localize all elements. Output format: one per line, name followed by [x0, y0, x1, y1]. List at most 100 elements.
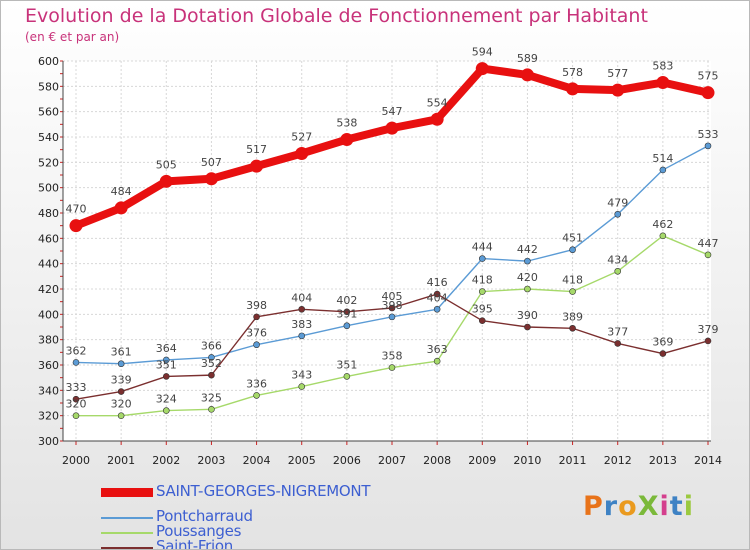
data-point — [614, 210, 622, 218]
data-label: 364 — [156, 342, 177, 355]
data-point — [433, 290, 441, 298]
legend-label: Saint-Frion — [156, 537, 233, 550]
data-point — [614, 340, 622, 347]
data-point — [162, 407, 170, 414]
data-label: 377 — [607, 325, 628, 338]
legend-label: Pontcharraud — [156, 507, 253, 525]
data-label: 594 — [472, 46, 493, 59]
data-label: 363 — [427, 343, 448, 356]
data-label: 379 — [698, 323, 719, 336]
data-point — [659, 350, 667, 357]
data-point — [524, 285, 531, 293]
data-point — [340, 133, 354, 147]
x-tick-label: 2010 — [513, 454, 541, 467]
data-point — [656, 76, 670, 90]
legend-swatch — [101, 488, 153, 497]
x-tick-label: 2013 — [649, 454, 677, 467]
data-point — [204, 172, 218, 186]
y-tick-label: 440 — [38, 258, 59, 271]
data-label: 351 — [156, 358, 177, 371]
data-label: 369 — [652, 336, 673, 349]
data-label: 358 — [382, 350, 403, 363]
data-point — [208, 371, 215, 379]
data-point — [72, 395, 80, 403]
data-label: 434 — [607, 253, 628, 266]
data-label: 514 — [652, 152, 673, 165]
data-point — [72, 359, 80, 366]
data-point — [385, 121, 399, 135]
data-point — [162, 373, 170, 380]
data-point — [478, 317, 486, 324]
data-point — [253, 392, 260, 399]
data-label: 538 — [336, 117, 357, 130]
data-point — [117, 412, 125, 419]
data-point — [478, 255, 486, 262]
data-label: 366 — [201, 339, 222, 352]
data-label: 527 — [291, 130, 312, 143]
data-label: 336 — [246, 377, 267, 390]
data-point — [433, 357, 441, 365]
legend-swatch — [101, 532, 153, 534]
data-point — [159, 174, 173, 188]
x-tick-label: 2014 — [694, 454, 722, 467]
data-point — [388, 313, 396, 321]
data-point — [430, 112, 444, 126]
data-label: 391 — [336, 308, 357, 321]
data-label: 505 — [156, 158, 177, 171]
y-tick-label: 340 — [38, 384, 59, 397]
data-point — [704, 337, 712, 345]
data-label: 398 — [382, 299, 403, 312]
data-label: 389 — [562, 310, 583, 323]
data-label: 395 — [472, 303, 493, 316]
x-tick-label: 2009 — [468, 454, 496, 467]
y-tick-label: 520 — [38, 156, 59, 169]
data-label: 361 — [111, 346, 132, 359]
data-point — [208, 354, 215, 361]
x-tick-label: 2012 — [604, 454, 632, 467]
data-point — [524, 257, 531, 265]
data-label: 583 — [652, 60, 673, 73]
data-label: 402 — [336, 294, 357, 307]
series-layer — [69, 62, 715, 419]
x-tick-label: 2004 — [243, 454, 271, 467]
data-label: 333 — [66, 381, 87, 394]
legend-label: Poussanges — [156, 522, 242, 540]
data-point — [253, 341, 260, 349]
x-tick-label: 2011 — [559, 454, 587, 467]
data-point — [659, 232, 667, 240]
data-label: 484 — [111, 185, 132, 198]
data-point — [162, 356, 170, 364]
data-label: 578 — [562, 66, 583, 79]
data-point — [433, 305, 441, 313]
data-point — [569, 246, 576, 254]
data-label: 320 — [111, 398, 132, 411]
data-point — [117, 388, 125, 395]
data-label: 324 — [156, 393, 177, 406]
data-label: 405 — [382, 290, 403, 303]
data-point — [524, 323, 531, 331]
data-point — [701, 86, 715, 100]
data-label: 339 — [111, 374, 132, 387]
data-point — [611, 83, 625, 97]
data-point — [704, 142, 712, 150]
data-label: 577 — [607, 67, 628, 80]
data-label: 575 — [698, 70, 719, 83]
x-tick-label: 2002 — [152, 454, 180, 467]
x-tick-label: 2003 — [197, 454, 225, 467]
data-point — [566, 82, 580, 96]
legend-swatch — [101, 517, 153, 519]
y-tick-label: 300 — [38, 435, 59, 448]
data-label: 404 — [291, 291, 312, 304]
data-label: 418 — [562, 274, 583, 287]
data-point — [117, 360, 125, 368]
y-tick-label: 420 — [38, 283, 59, 296]
data-label: 462 — [652, 218, 673, 231]
data-label: 420 — [517, 271, 538, 284]
data-label: 447 — [698, 237, 719, 250]
y-tick-label: 360 — [38, 359, 59, 372]
data-label: 390 — [517, 309, 538, 322]
x-tick-label: 2007 — [378, 454, 406, 467]
y-tick-label: 500 — [38, 182, 59, 195]
y-tick-label: 480 — [38, 207, 59, 220]
